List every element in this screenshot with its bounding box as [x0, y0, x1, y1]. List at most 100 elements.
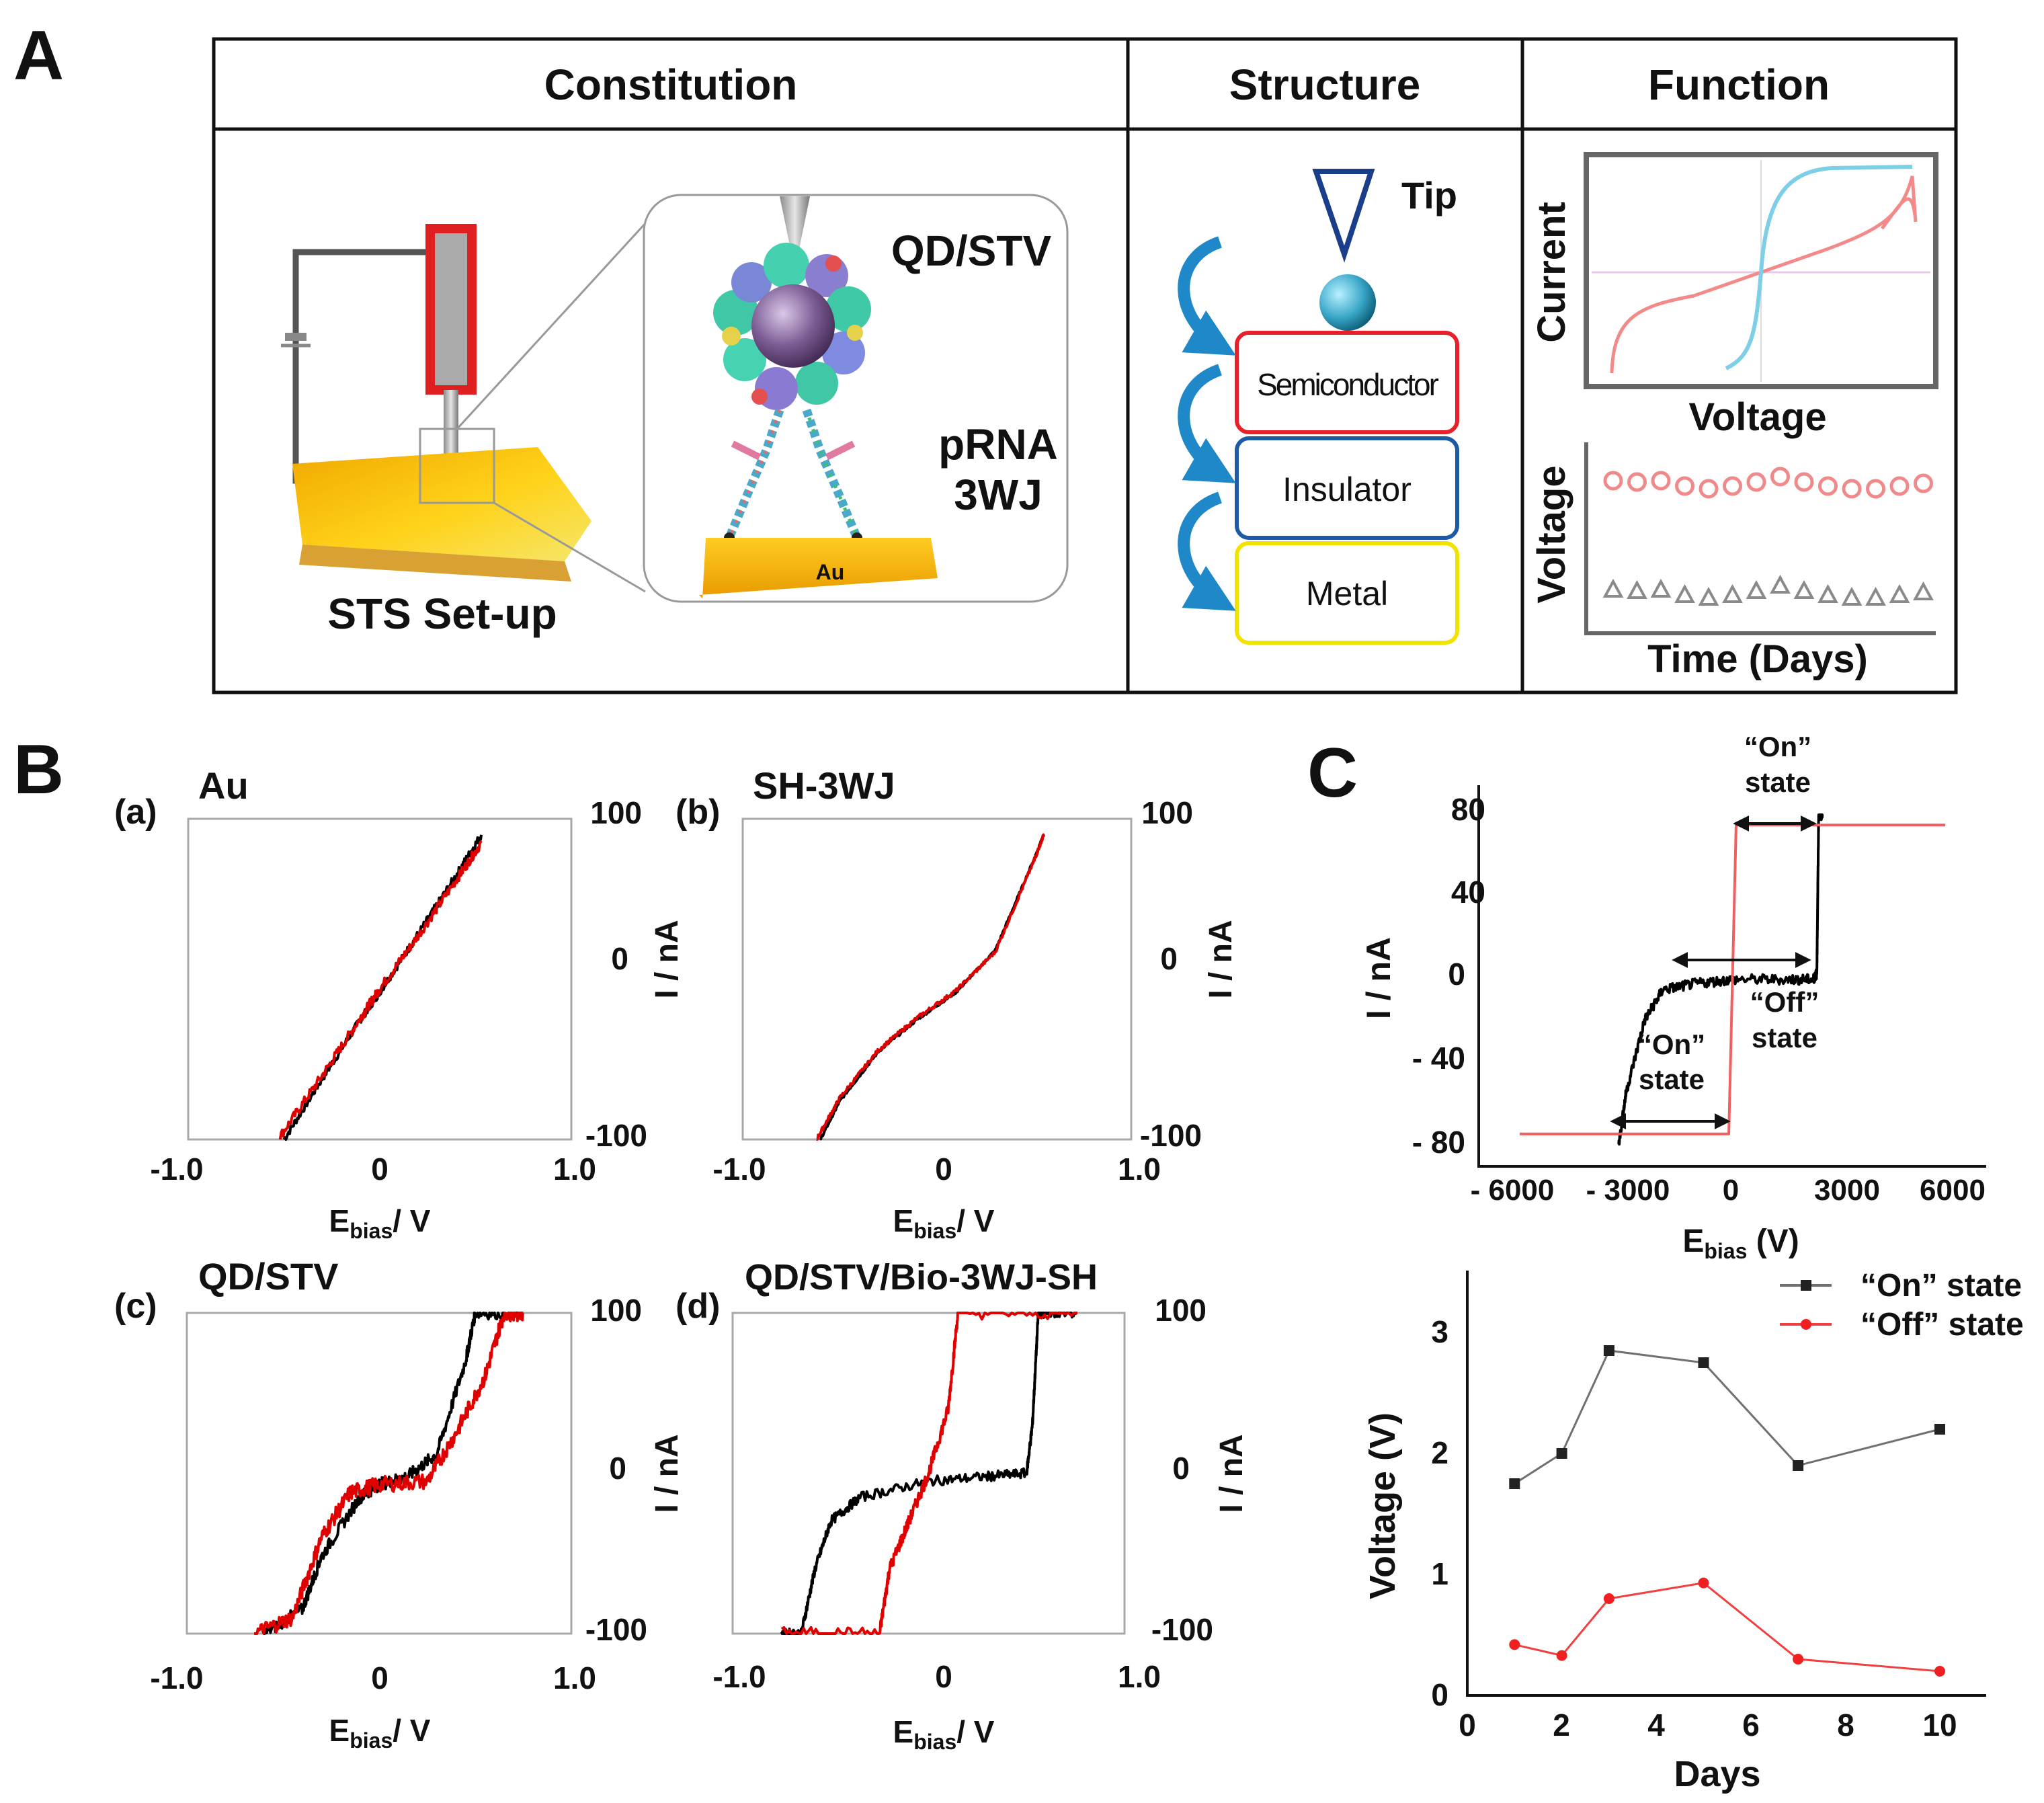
stability-circle-marker	[1603, 471, 1623, 491]
c-bottom-ytick-1: 1	[1431, 1556, 1448, 1591]
legend-off-label: “Off” state	[1861, 1307, 2024, 1343]
panel-b-subplot-b: (b) SH-3WJ -1.0 0 1.0 100 0 -100 I / nA …	[676, 764, 1239, 1243]
panel-letter-c: C	[1307, 734, 1358, 812]
subplot-d-xtick-1: 0	[935, 1659, 952, 1694]
legend-off-marker	[1801, 1319, 1811, 1330]
c-top-xtick-3: 3000	[1814, 1174, 1880, 1207]
function-top-xlabel: Voltage	[1688, 395, 1826, 439]
subplot-c-xtick-2: 1.0	[553, 1660, 596, 1695]
subplot-b-ytick-1: 0	[1160, 941, 1178, 976]
subplot-a-xtick-2: 1.0	[553, 1152, 596, 1187]
legend-on-label: “On” state	[1861, 1268, 2022, 1304]
annotation-on-bottom-line1: “On”	[1638, 1029, 1705, 1060]
legend-on-marker	[1801, 1280, 1811, 1291]
c-bottom-on-point	[1934, 1424, 1945, 1435]
subplot-a-ytick-2: -100	[585, 1118, 647, 1153]
stability-triangle-marker	[1674, 584, 1695, 603]
c-bottom-off-point	[1934, 1666, 1945, 1677]
function-bottom-ylabel: Voltage	[1530, 465, 1573, 603]
c-bottom-ytick-3: 3	[1431, 1314, 1448, 1349]
c-bottom-plot-area	[1509, 1345, 1945, 1677]
subplot-c-xtick-1: 0	[371, 1660, 389, 1695]
subplot-c-xlabel: Ebias/ V	[329, 1713, 431, 1753]
subplot-d-xtick-0: -1.0	[712, 1659, 766, 1694]
subplot-d-ytick-0: 100	[1155, 1293, 1207, 1328]
c-bottom-xtick-4: 8	[1837, 1708, 1854, 1742]
c-bottom-off-point	[1698, 1577, 1709, 1589]
series-reverse-line	[780, 1312, 1077, 1635]
subplot-a-frame	[187, 817, 573, 1141]
c-top-ylabel: I / nA	[1360, 937, 1397, 1019]
tip-label: Tip	[1401, 174, 1457, 216]
iv-off-curve	[1610, 175, 1918, 374]
subplot-a-plot-area	[278, 834, 483, 1141]
subplot-b-xlabel: Ebias/ V	[893, 1203, 995, 1243]
series-forward-line	[819, 834, 1045, 1141]
stability-triangle-marker	[1698, 586, 1719, 606]
stability-circle-marker	[1818, 476, 1838, 496]
transfer-arrow-1	[1178, 236, 1236, 356]
subplot-d-ytick-1: 0	[1172, 1451, 1190, 1486]
stability-circle-marker	[1651, 471, 1671, 491]
function-iv-sketch: Current Voltage	[1530, 152, 1938, 439]
stability-circle-marker	[1794, 472, 1814, 492]
subplot-d-frame	[731, 1312, 1126, 1635]
c-bottom-off-point	[1556, 1650, 1567, 1661]
stability-circle-marker	[1627, 472, 1647, 492]
subplot-a-xtick-1: 0	[371, 1152, 389, 1187]
c-bottom-series-off-line	[1514, 1582, 1940, 1673]
panel-b-subplot-c: (c) QD/STV -1.0 0 1.0 100 0 -100 I / nA …	[114, 1255, 685, 1753]
tip-triangle	[1312, 169, 1375, 263]
c-bottom-ytick-2: 2	[1431, 1435, 1448, 1470]
piezo-scanner	[425, 224, 477, 395]
stability-triangle-marker	[1627, 579, 1647, 599]
subplot-d-ylabel: I / nA	[1214, 1434, 1250, 1513]
stability-triangle-marker	[1817, 584, 1838, 603]
c-bottom-off-point	[1603, 1593, 1614, 1604]
series-reverse-line	[278, 840, 483, 1140]
panel-c-iv-plot: 80 40 0 - 40 - 80 - 6000 - 3000 0 3000 6…	[1360, 731, 1986, 1263]
c-bottom-legend: “On” state “Off” state	[1780, 1268, 2024, 1343]
c-bottom-on-point	[1698, 1357, 1709, 1368]
subplot-c-ytick-0: 100	[590, 1293, 642, 1328]
c-bottom-xtick-3: 6	[1742, 1708, 1760, 1742]
c-top-ytick-4: - 80	[1412, 1125, 1465, 1160]
quantum-dot	[751, 284, 835, 368]
c-bottom-ytick-0: 0	[1431, 1677, 1448, 1712]
stability-triangle-markers	[1602, 574, 1934, 606]
series-forward-line	[262, 1312, 524, 1635]
stability-circle-marker	[1699, 479, 1719, 499]
c-bottom-on-point	[1793, 1460, 1804, 1471]
transfer-arrow-3	[1178, 491, 1236, 611]
function-bottom-xlabel: Time (Days)	[1647, 637, 1868, 681]
c-top-ytick-2: 0	[1448, 957, 1465, 992]
stability-circle-marker	[1675, 476, 1694, 496]
stability-circle-marker	[1914, 473, 1933, 493]
stability-circle-marker	[1746, 472, 1766, 492]
subplot-a-tag: (a)	[114, 793, 157, 832]
c-top-xtick-1: - 3000	[1586, 1174, 1670, 1207]
stability-circle-marker	[1770, 467, 1790, 487]
panel-b-subplot-d: (d) QD/STV/Bio-3WJ-SH -1.0 0 1.0 100 0 -…	[676, 1257, 1250, 1754]
stability-triangle-marker	[1770, 574, 1791, 594]
panel-c-stability-plot: 0 1 2 3 0 2 4 6 8 10 Voltage (V) Days “O…	[1362, 1268, 2024, 1794]
layer-semiconductor	[1235, 331, 1459, 434]
subplot-c-frame	[186, 1312, 573, 1635]
subplot-a-ytick-1: 0	[611, 941, 628, 976]
sts-tip-shaft	[444, 390, 458, 464]
header-function: Function	[1648, 61, 1830, 109]
subplot-a-title: Au	[198, 764, 249, 807]
stability-triangle-marker	[1913, 581, 1934, 600]
stability-triangle-marker	[1650, 578, 1672, 598]
stability-triangle-marker	[1746, 579, 1767, 599]
function-top-ylabel: Current	[1530, 202, 1573, 342]
c-bottom-xtick-2: 4	[1647, 1708, 1665, 1742]
c-bottom-series-on-line	[1514, 1349, 1940, 1485]
c-top-ytick-1: 40	[1451, 875, 1485, 910]
gold-substrate	[292, 447, 591, 561]
layer-insulator-label: Insulator	[1282, 471, 1412, 508]
voltage-source-icon	[285, 333, 306, 341]
subplot-b-frame	[741, 817, 1133, 1141]
c-bottom-xlabel: Days	[1674, 1754, 1760, 1794]
